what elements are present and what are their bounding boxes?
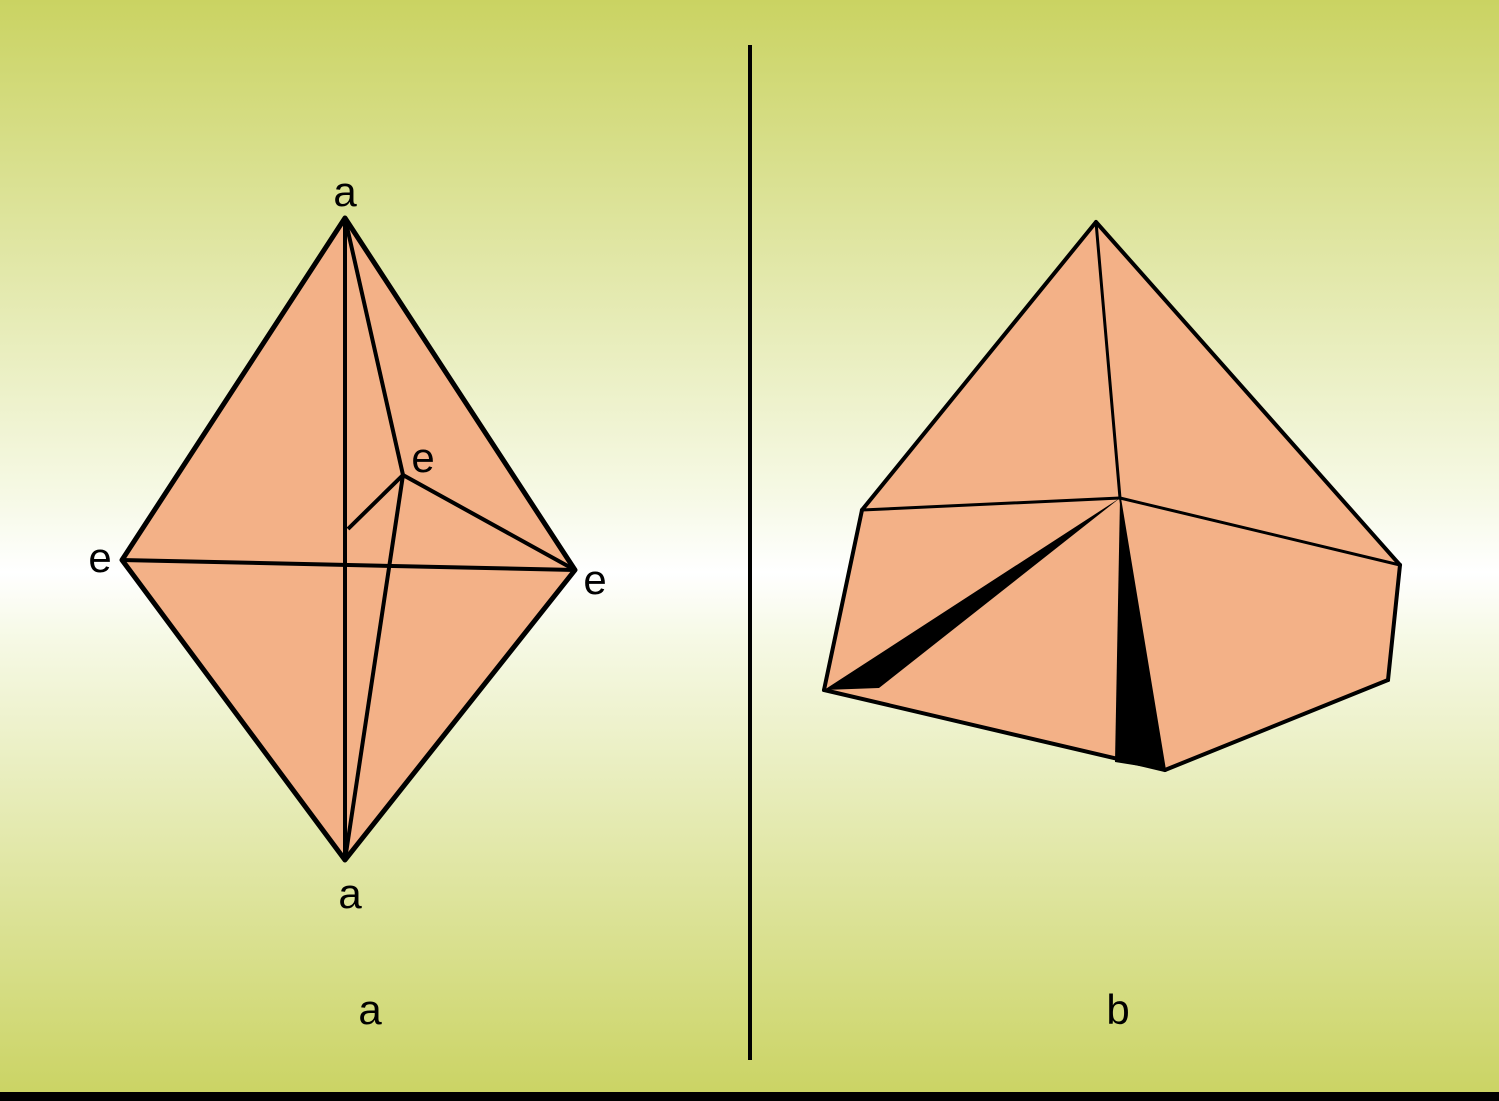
vertex-label-a-top: a	[333, 168, 356, 216]
vertex-label-e-right: e	[583, 556, 606, 604]
vertex-label-e-back: e	[411, 434, 434, 482]
vertex-label-a-bottom: a	[338, 870, 361, 918]
panel-caption-b: b	[1106, 986, 1129, 1034]
panel-caption-a: a	[358, 986, 381, 1034]
vertex-label-e-left: e	[88, 534, 111, 582]
diagram-canvas	[0, 0, 1499, 1101]
